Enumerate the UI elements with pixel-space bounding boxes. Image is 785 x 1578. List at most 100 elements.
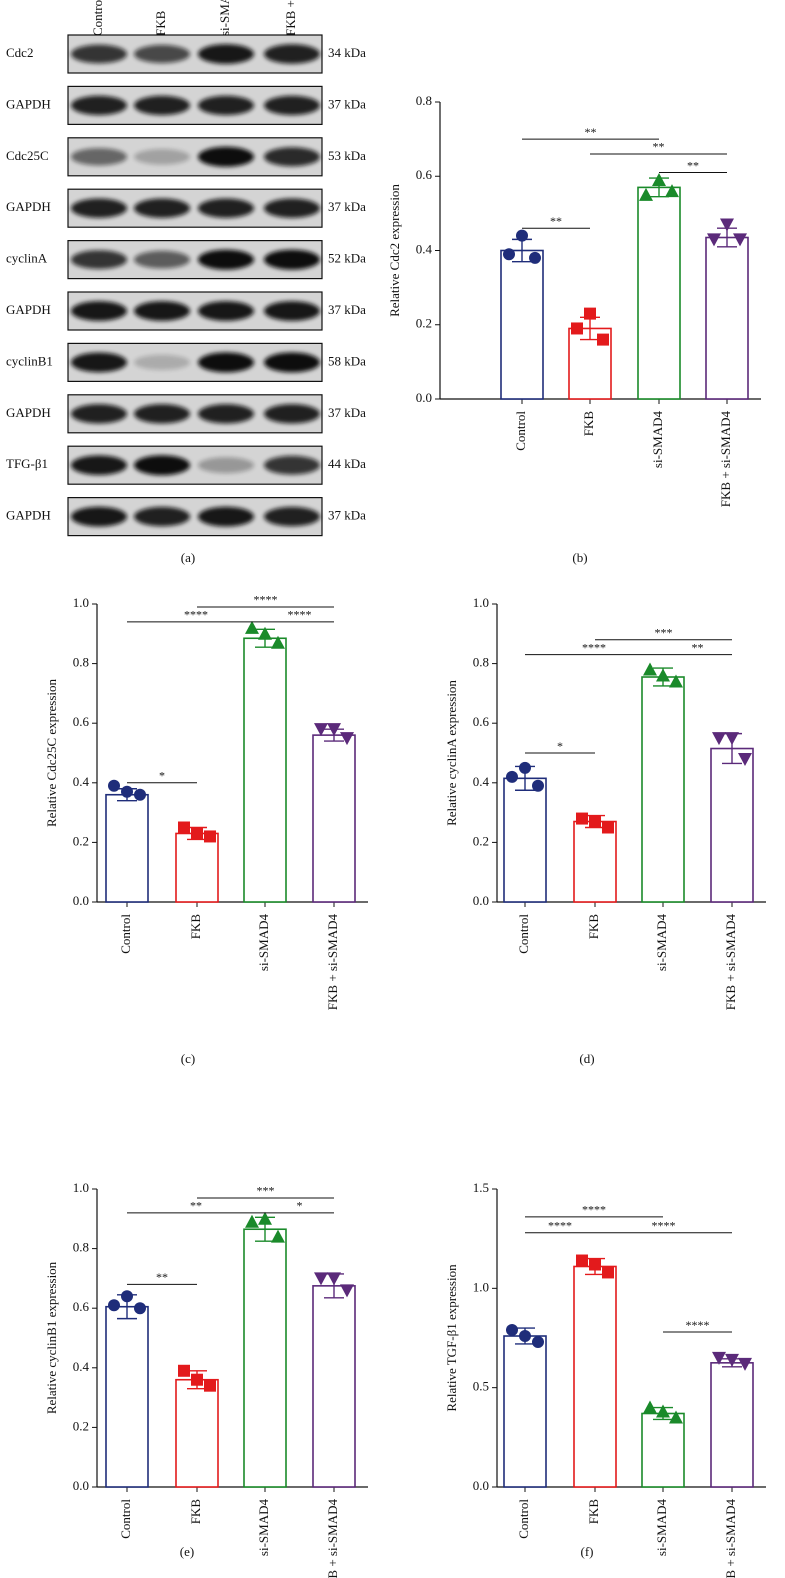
x-tick-label: FKB + si-SMAD4 (723, 914, 738, 1011)
bar (641, 1412, 685, 1488)
significance-label: **** (548, 1218, 572, 1232)
data-point (656, 668, 670, 682)
bar (500, 249, 544, 400)
bar (503, 777, 547, 903)
data-point (519, 1330, 531, 1343)
y-tick-label: 0.0 (416, 390, 432, 405)
blot-band (198, 404, 254, 424)
bar (312, 1285, 356, 1488)
bar (637, 186, 681, 400)
data-point (589, 1258, 601, 1271)
significance-label: ** (156, 1270, 168, 1284)
significance-label: ** (687, 158, 699, 172)
y-axis-label: Relative TGF-β1 expression (444, 1264, 459, 1412)
x-tick-label: FKB (188, 914, 203, 940)
blot-band (264, 147, 320, 167)
y-tick-label: 0.6 (73, 1299, 90, 1314)
significance-label: * (159, 769, 165, 783)
data-point (519, 761, 531, 774)
data-point (271, 1229, 285, 1243)
x-tick-label: FKB (188, 1499, 203, 1525)
blot-band (71, 301, 127, 321)
significance-label: * (557, 739, 563, 753)
data-point (506, 770, 518, 783)
protein-label: cyclinB1 (6, 353, 53, 368)
blot-band (134, 149, 190, 165)
x-tick-label: FKB (586, 1499, 601, 1525)
x-tick-label: Control (118, 914, 133, 954)
y-tick-label: 0.5 (473, 1379, 489, 1394)
significance-label: **** (582, 1203, 606, 1217)
blot-band (264, 506, 320, 527)
size-label: 58 kDa (328, 353, 366, 368)
significance-label: *** (257, 1184, 275, 1198)
panel-label: (b) (572, 550, 587, 565)
data-point (245, 1214, 259, 1228)
panel-label: (d) (579, 1051, 594, 1066)
bar (243, 1228, 287, 1488)
x-tick-label: FKB (586, 914, 601, 940)
x-tick-label: Control (516, 1499, 531, 1539)
data-point (108, 779, 120, 792)
protein-label: GAPDH (6, 302, 51, 317)
data-point (602, 1266, 614, 1279)
data-point (738, 752, 752, 766)
data-point (733, 233, 747, 247)
data-point (725, 732, 739, 746)
data-point (665, 184, 679, 198)
blot-band (264, 44, 320, 64)
blot-band (198, 352, 254, 373)
blot-band (134, 354, 190, 370)
bar (710, 747, 754, 903)
data-point (204, 1379, 216, 1392)
blot-band (71, 352, 127, 373)
panel-label: (f) (581, 1544, 594, 1559)
bar (105, 793, 149, 903)
significance-label: ** (190, 1199, 202, 1213)
significance-label: ** (692, 640, 704, 654)
protein-label: GAPDH (6, 96, 51, 111)
bar (573, 1265, 617, 1488)
y-tick-label: 0.2 (73, 833, 89, 848)
bar (503, 1335, 547, 1488)
significance-label: ** (653, 140, 665, 154)
blot-band (134, 404, 190, 424)
data-point (204, 830, 216, 843)
significance-label: **** (686, 1318, 710, 1332)
blot-band (134, 301, 190, 321)
significance-label: * (297, 1199, 303, 1213)
bar (573, 820, 617, 903)
bar (710, 1362, 754, 1488)
data-point (669, 674, 683, 688)
x-tick-label: Control (516, 914, 531, 954)
size-label: 34 kDa (328, 45, 366, 60)
x-tick-label: si-SMAD4 (654, 914, 669, 972)
bar (641, 676, 685, 903)
significance-label: ** (585, 125, 597, 139)
blot-band (198, 146, 254, 167)
y-tick-label: 0.4 (73, 774, 90, 789)
bar (243, 637, 287, 903)
data-point (720, 218, 734, 232)
x-tick-label: si-SMAD4 (654, 1499, 669, 1557)
data-point (516, 229, 528, 242)
y-tick-label: 0.0 (73, 893, 89, 908)
data-point (725, 1353, 739, 1367)
y-tick-label: 0.8 (73, 655, 89, 670)
protein-label: GAPDH (6, 405, 51, 420)
significance-label: *** (655, 626, 673, 640)
size-label: 37 kDa (328, 199, 366, 214)
blot-band (134, 44, 190, 64)
protein-label: cyclinA (6, 251, 48, 266)
blot-band (264, 95, 320, 116)
panel-label: (c) (181, 1051, 195, 1066)
y-tick-label: 0.6 (416, 167, 433, 182)
x-tick-label: Control (513, 411, 528, 451)
y-tick-label: 1.0 (73, 1180, 89, 1195)
x-tick-label: FKB + si-SMAD4 (325, 1499, 340, 1578)
x-tick-label: si-SMAD4 (650, 411, 665, 469)
protein-label: Cdc25C (6, 148, 49, 163)
size-label: 44 kDa (328, 456, 366, 471)
significance-label: **** (652, 1218, 676, 1232)
data-point (271, 635, 285, 649)
